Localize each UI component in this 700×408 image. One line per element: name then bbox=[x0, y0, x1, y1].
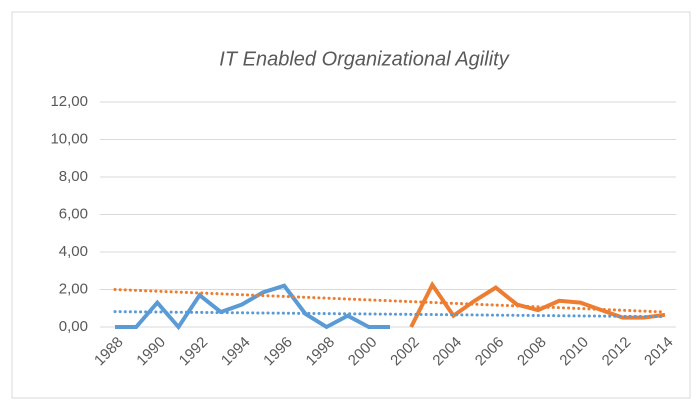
y-tick-label: 8,00 bbox=[59, 168, 88, 185]
data-line bbox=[409, 280, 666, 328]
y-tick-label: 4,00 bbox=[59, 243, 88, 260]
data-line bbox=[115, 283, 390, 331]
chart-title: IT Enabled Organizational Agility bbox=[219, 48, 509, 70]
y-tick-label: 0,00 bbox=[59, 318, 88, 335]
trendline bbox=[113, 288, 667, 314]
chart-border bbox=[11, 11, 691, 399]
y-tick-label: 6,00 bbox=[59, 205, 88, 222]
trendline bbox=[113, 310, 667, 319]
y-tick-label: 2,00 bbox=[59, 280, 88, 297]
y-tick-label: 12,00 bbox=[50, 93, 88, 110]
y-tick-label: 10,00 bbox=[50, 130, 88, 147]
